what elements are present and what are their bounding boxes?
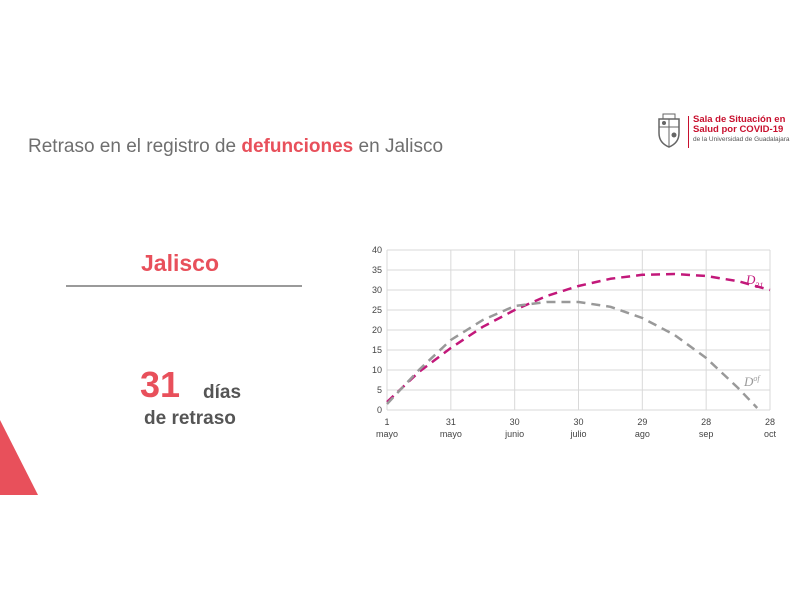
title-text-end: en Jalisco xyxy=(353,136,444,157)
series-label-main: D xyxy=(745,272,756,287)
x-tick-day-label: 30 xyxy=(510,417,520,427)
series-label-d31: D31 xyxy=(745,272,763,290)
y-tick-label: 20 xyxy=(372,325,382,335)
x-tick-day-label: 28 xyxy=(701,417,711,427)
x-tick-month-label: julio xyxy=(569,429,586,439)
region-divider xyxy=(66,285,302,287)
x-tick-month-label: junio xyxy=(504,429,524,439)
series-line-d31 xyxy=(386,272,771,403)
y-tick-label: 10 xyxy=(372,365,382,375)
x-tick-month-label: mayo xyxy=(440,429,462,439)
series-label-sub: 31 xyxy=(754,281,763,290)
university-seal-icon xyxy=(658,113,680,148)
logo-line-2: Salud por COVID-19 xyxy=(693,124,784,135)
delay-unit: días xyxy=(203,382,242,403)
logo-line-1: Sala de Situación en xyxy=(693,114,786,125)
delay-number: 31 xyxy=(140,364,181,405)
y-tick-label: 30 xyxy=(372,285,382,295)
series-label-sup: of xyxy=(753,374,761,383)
x-tick-month-label: sep xyxy=(699,429,714,439)
title-text: Retraso en el registro de xyxy=(28,136,242,157)
region-name: Jalisco xyxy=(141,250,219,276)
series-label-main: D xyxy=(743,374,754,389)
x-tick-month-label: mayo xyxy=(376,429,398,439)
university-logo: Sala de Situación en Salud por COVID-19 … xyxy=(655,113,795,153)
y-tick-label: 15 xyxy=(372,345,382,355)
corner-accent-shape xyxy=(0,420,38,495)
x-tick-month-label: oct xyxy=(764,429,777,439)
y-tick-label: 5 xyxy=(377,385,382,395)
logo-divider xyxy=(688,116,689,148)
region-panel: Jalisco xyxy=(66,250,302,287)
logo-line-3: de la Universidad de Guadalajara xyxy=(693,136,790,143)
y-tick-label: 40 xyxy=(372,245,382,255)
x-tick-day-label: 1 xyxy=(384,417,389,427)
x-tick-month-label: ago xyxy=(635,429,650,439)
title-highlight: defunciones xyxy=(241,136,354,157)
delay-caption: de retraso xyxy=(144,408,236,429)
y-tick-label: 0 xyxy=(377,405,382,415)
series-line-dof xyxy=(386,300,759,409)
y-tick-label: 35 xyxy=(372,265,382,275)
x-tick-day-label: 28 xyxy=(765,417,775,427)
series-label-dof: Dof xyxy=(743,374,761,389)
x-tick-day-label: 30 xyxy=(573,417,583,427)
slide-title: Retraso en el registro de defunciones en… xyxy=(28,136,443,158)
x-tick-day-label: 29 xyxy=(637,417,647,427)
x-tick-day-label: 31 xyxy=(446,417,456,427)
logo-text: Sala de Situación en Salud por COVID-19 … xyxy=(693,115,789,144)
y-tick-label: 25 xyxy=(372,305,382,315)
